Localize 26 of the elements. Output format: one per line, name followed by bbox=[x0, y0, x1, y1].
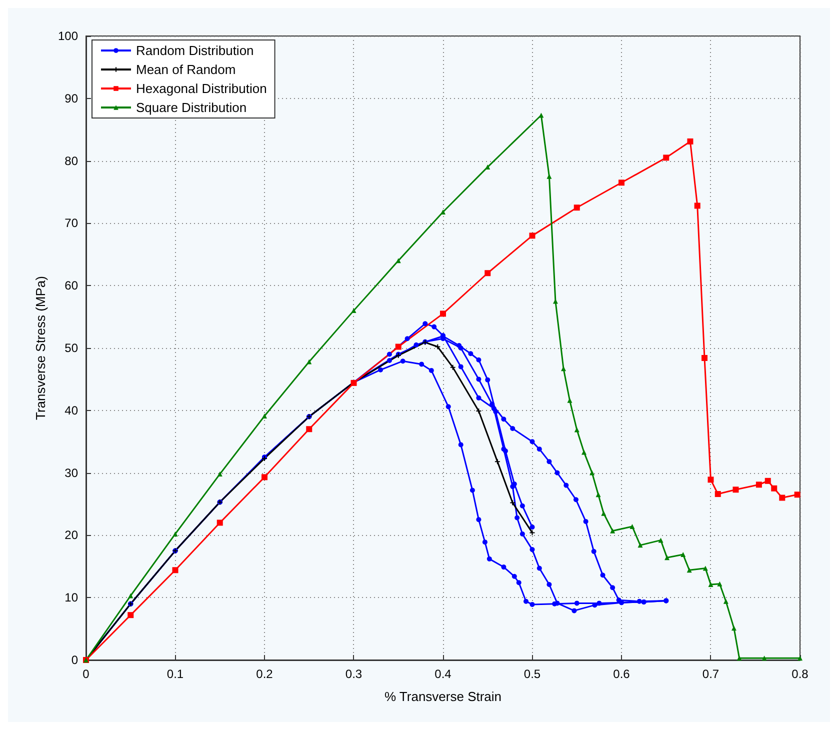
x-axis-title: % Transverse Strain bbox=[384, 689, 502, 704]
x-tick-label: 0.7 bbox=[702, 667, 720, 681]
legend-label: Mean of Random bbox=[136, 62, 236, 77]
y-tick-label: 30 bbox=[64, 466, 78, 480]
y-tick-label: 100 bbox=[58, 29, 78, 43]
y-tick-label: 50 bbox=[64, 341, 78, 355]
x-tick-label: 0 bbox=[82, 667, 90, 681]
y-tick-label: 70 bbox=[64, 216, 78, 230]
x-tick-label: 0.8 bbox=[792, 667, 809, 681]
x-tick-label: 0.5 bbox=[524, 667, 541, 681]
legend-label: Square Distribution bbox=[136, 100, 247, 115]
y-tick-label: 10 bbox=[64, 590, 78, 605]
legend-label: Random Distribution bbox=[136, 43, 254, 58]
y-tick-label: 80 bbox=[64, 154, 78, 168]
y-tick-label: 20 bbox=[64, 528, 78, 542]
y-tick-label: 60 bbox=[64, 278, 78, 293]
y-axis-title: Transverse Stress (MPa) bbox=[33, 276, 48, 420]
y-tick-label: 90 bbox=[64, 91, 78, 106]
x-tick-label: 0.4 bbox=[434, 667, 452, 681]
y-tick-label: 40 bbox=[64, 403, 78, 418]
x-tick-label: 0.3 bbox=[345, 667, 362, 681]
y-tick-label: 0 bbox=[71, 653, 78, 667]
x-tick-label: 0.1 bbox=[166, 667, 184, 681]
x-tick-label: 0.6 bbox=[613, 667, 630, 681]
x-tick-label: 0.2 bbox=[256, 667, 274, 681]
legend-label: Hexagonal Distribution bbox=[136, 81, 267, 96]
